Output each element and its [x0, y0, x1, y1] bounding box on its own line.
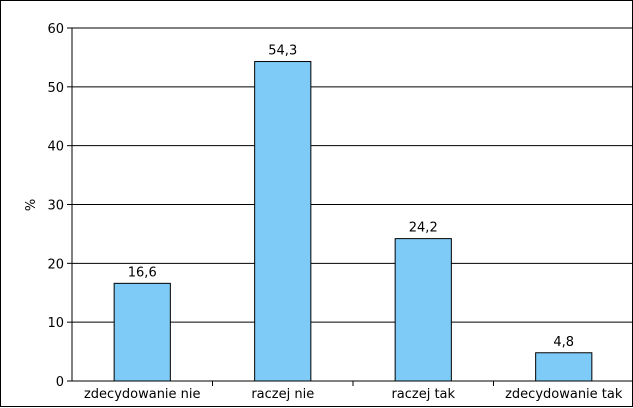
bar	[535, 352, 593, 382]
y-tick-label: 40	[47, 140, 64, 155]
x-tick-label: raczej tak	[391, 387, 455, 402]
x-tick-label: raczej nie	[251, 387, 314, 402]
y-tick-label: 10	[47, 316, 64, 331]
data-label: 16,6	[128, 265, 157, 280]
labels: 0 10 20 30 40 50 60 16,6 zdecydowanie nie 54,3 rac…	[47, 22, 622, 402]
data-label: 54,3	[268, 44, 297, 59]
x-tick-label: zdecydowanie tak	[505, 387, 623, 402]
y-tick-label: 60	[47, 22, 64, 37]
data-label: 4,8	[553, 335, 574, 350]
gridlines	[72, 27, 633, 323]
bars	[113, 61, 593, 382]
y-axis-title: %	[24, 199, 39, 211]
y-tick-label: 20	[47, 257, 64, 272]
y-tick-label: 50	[47, 81, 64, 96]
axes	[67, 27, 633, 386]
bar	[254, 61, 312, 382]
data-label: 24,2	[409, 221, 438, 236]
y-tick-label: 30	[47, 199, 64, 214]
bar	[394, 238, 452, 382]
bar	[113, 282, 171, 382]
y-tick-label: 0	[56, 375, 64, 390]
x-tick-label: zdecydowanie nie	[84, 387, 201, 402]
